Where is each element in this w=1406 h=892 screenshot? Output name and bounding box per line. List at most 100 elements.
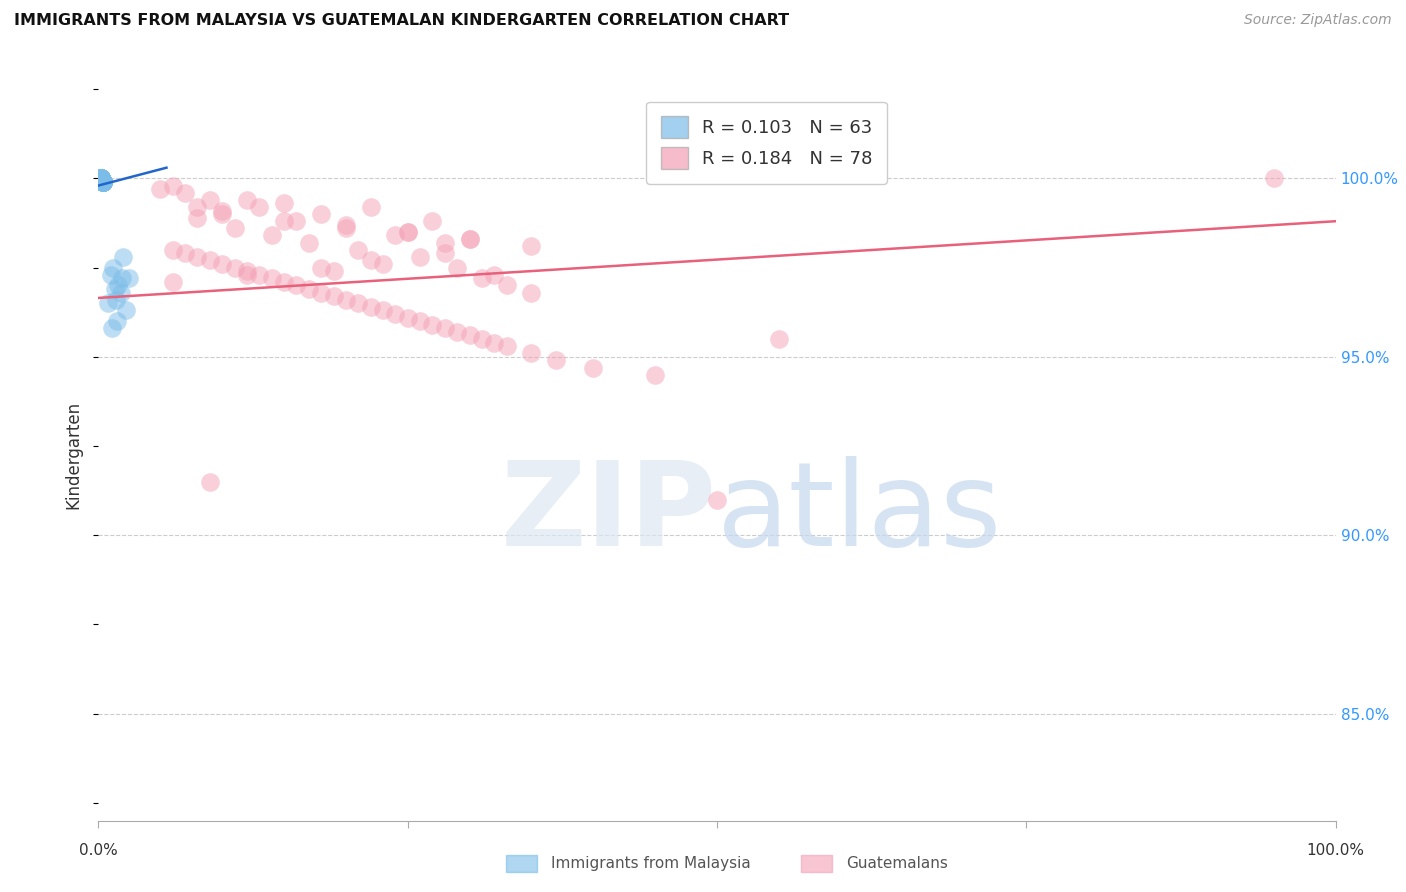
Point xyxy=(105,314,128,328)
Point xyxy=(93,175,115,189)
Point xyxy=(706,492,728,507)
Point xyxy=(97,296,120,310)
Point xyxy=(371,257,394,271)
Point xyxy=(285,278,308,293)
Point xyxy=(409,314,432,328)
Point xyxy=(224,221,246,235)
Legend: R = 0.103   N = 63, R = 0.184   N = 78: R = 0.103 N = 63, R = 0.184 N = 78 xyxy=(647,102,887,184)
Point xyxy=(93,175,115,189)
Point xyxy=(91,173,114,187)
Point xyxy=(90,171,112,186)
Point xyxy=(458,232,481,246)
Point xyxy=(433,235,456,250)
Point xyxy=(90,171,112,186)
Point xyxy=(396,225,419,239)
Point xyxy=(298,282,321,296)
Point xyxy=(309,207,332,221)
Point xyxy=(446,325,468,339)
Point xyxy=(384,307,406,321)
Point xyxy=(309,285,332,300)
Point xyxy=(90,171,112,186)
Point xyxy=(186,200,208,214)
Point xyxy=(236,193,259,207)
Text: atlas: atlas xyxy=(717,456,1002,571)
Point xyxy=(93,175,115,189)
Point xyxy=(236,268,259,282)
Text: Guatemalans: Guatemalans xyxy=(846,856,948,871)
Point xyxy=(360,300,382,314)
Point xyxy=(104,293,127,307)
Point xyxy=(112,250,135,264)
Point xyxy=(484,268,506,282)
Point xyxy=(174,246,197,260)
Point xyxy=(91,173,114,187)
Point xyxy=(90,171,112,186)
Text: ZIP: ZIP xyxy=(501,456,717,571)
Point xyxy=(93,175,115,189)
Point xyxy=(273,275,295,289)
Point xyxy=(409,250,432,264)
Point xyxy=(90,171,112,186)
Text: 100.0%: 100.0% xyxy=(1306,843,1365,858)
Point xyxy=(93,175,115,189)
Point xyxy=(110,285,132,300)
Point xyxy=(93,175,115,189)
Point xyxy=(174,186,197,200)
Point xyxy=(90,171,112,186)
Point xyxy=(520,285,543,300)
Point xyxy=(107,278,129,293)
Point xyxy=(322,289,344,303)
Point xyxy=(520,239,543,253)
Point xyxy=(546,353,568,368)
Point xyxy=(91,173,114,187)
Point xyxy=(422,318,444,332)
Point xyxy=(471,271,494,285)
Point xyxy=(335,293,357,307)
Point xyxy=(347,296,370,310)
Point xyxy=(91,173,114,187)
Point xyxy=(458,328,481,343)
Point xyxy=(90,171,112,186)
Point xyxy=(471,332,494,346)
Point xyxy=(458,232,481,246)
Point xyxy=(90,171,112,186)
Point xyxy=(484,335,506,350)
Point xyxy=(90,171,112,186)
Point xyxy=(211,257,233,271)
Point xyxy=(91,173,114,187)
Point xyxy=(91,173,114,187)
Point xyxy=(371,303,394,318)
Y-axis label: Kindergarten: Kindergarten xyxy=(65,401,83,509)
Text: IMMIGRANTS FROM MALAYSIA VS GUATEMALAN KINDERGARTEN CORRELATION CHART: IMMIGRANTS FROM MALAYSIA VS GUATEMALAN K… xyxy=(14,13,789,29)
Text: Immigrants from Malaysia: Immigrants from Malaysia xyxy=(551,856,751,871)
Point xyxy=(91,173,114,187)
Point xyxy=(90,171,112,186)
Point xyxy=(186,211,208,225)
Point xyxy=(273,214,295,228)
Point xyxy=(1263,171,1285,186)
Point xyxy=(91,173,114,187)
Point xyxy=(91,173,114,187)
Point xyxy=(384,228,406,243)
Point xyxy=(91,173,114,187)
Point xyxy=(260,271,283,285)
Point xyxy=(90,171,112,186)
Point xyxy=(247,200,270,214)
Point xyxy=(347,243,370,257)
Text: Source: ZipAtlas.com: Source: ZipAtlas.com xyxy=(1244,13,1392,28)
Point xyxy=(211,203,233,218)
Point xyxy=(101,321,124,335)
Point xyxy=(91,173,114,187)
Point xyxy=(162,243,184,257)
Point xyxy=(520,346,543,360)
Point xyxy=(495,339,517,353)
Point xyxy=(162,178,184,193)
Point xyxy=(91,173,114,187)
Point xyxy=(768,332,790,346)
Point xyxy=(93,175,115,189)
Point xyxy=(93,175,115,189)
Point xyxy=(90,171,112,186)
Point xyxy=(422,214,444,228)
Point xyxy=(198,475,221,489)
Point xyxy=(335,221,357,235)
